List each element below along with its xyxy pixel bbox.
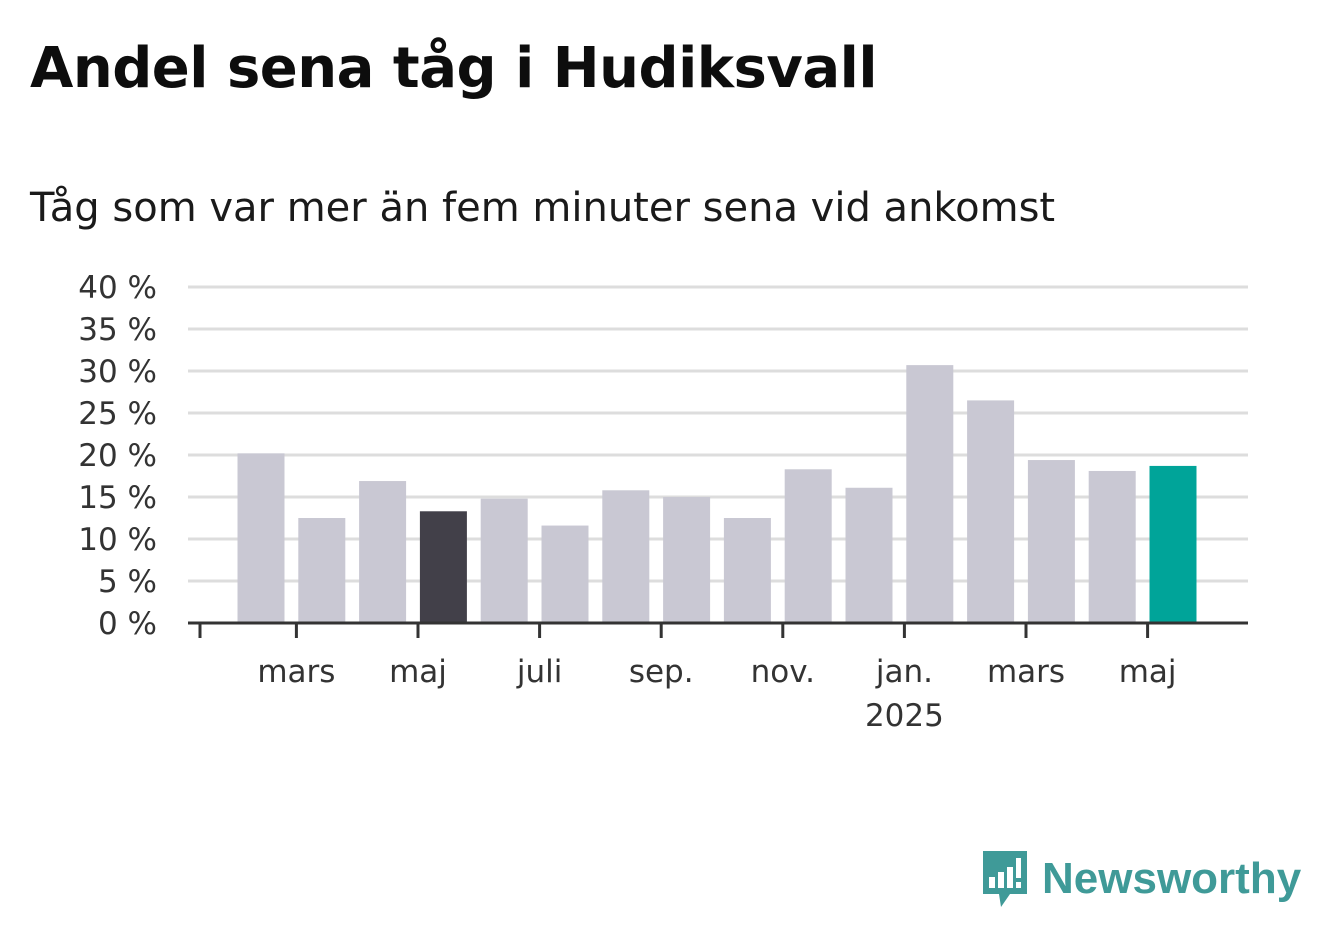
x-tick-label: maj — [1119, 654, 1177, 690]
grid-lines — [188, 285, 1248, 583]
newsworthy-logo: Newsworthy — [980, 848, 1301, 910]
x-tick-label: sep. — [629, 654, 694, 690]
x-tick-label: mars — [257, 654, 335, 690]
bars — [237, 365, 1197, 623]
chart-subtitle: Tåg som var mer än fem minuter sena vid … — [30, 185, 1056, 231]
bar — [967, 400, 1015, 623]
bar — [663, 497, 711, 623]
bar — [359, 481, 407, 623]
y-tick-label: 10 % — [78, 522, 157, 558]
newsworthy-chart-bubble-icon — [983, 851, 1027, 907]
bar — [845, 487, 893, 623]
bar — [541, 525, 589, 623]
bar — [237, 453, 285, 623]
y-tick-label: 25 % — [78, 396, 157, 432]
y-axis-labels: 0 % 5 % 10 % 15 % 20 % 25 % 30 % 35 % 40 % — [78, 270, 157, 642]
x-tick-label: maj — [389, 654, 447, 690]
bar — [784, 469, 832, 623]
bar — [723, 518, 771, 623]
bar — [906, 365, 954, 623]
bar — [419, 511, 467, 623]
x-axis: mars maj juli sep. nov. jan. 2025 mars maj — [188, 621, 1248, 734]
bar — [480, 498, 528, 623]
x-tick-label: juli — [516, 654, 563, 690]
brand-name: Newsworthy — [1042, 854, 1302, 903]
bar — [602, 490, 650, 623]
y-tick-label: 20 % — [78, 438, 157, 474]
bar — [298, 518, 346, 623]
x-tick-label: nov. — [751, 654, 815, 690]
x-tick-sublabel: 2025 — [865, 698, 944, 734]
y-tick-label: 30 % — [78, 354, 157, 390]
bar — [1027, 460, 1075, 623]
x-tick-label: mars — [987, 654, 1065, 690]
y-tick-label: 15 % — [78, 480, 157, 516]
x-tick-label: jan. — [875, 654, 933, 690]
y-tick-label: 0 % — [98, 606, 157, 642]
chart-title: Andel sena tåg i Hudiksvall — [30, 36, 878, 101]
y-tick-label: 40 % — [78, 270, 157, 306]
y-tick-label: 5 % — [98, 564, 157, 600]
bar — [1088, 470, 1136, 623]
y-tick-label: 35 % — [78, 312, 157, 348]
bar — [1149, 465, 1197, 623]
